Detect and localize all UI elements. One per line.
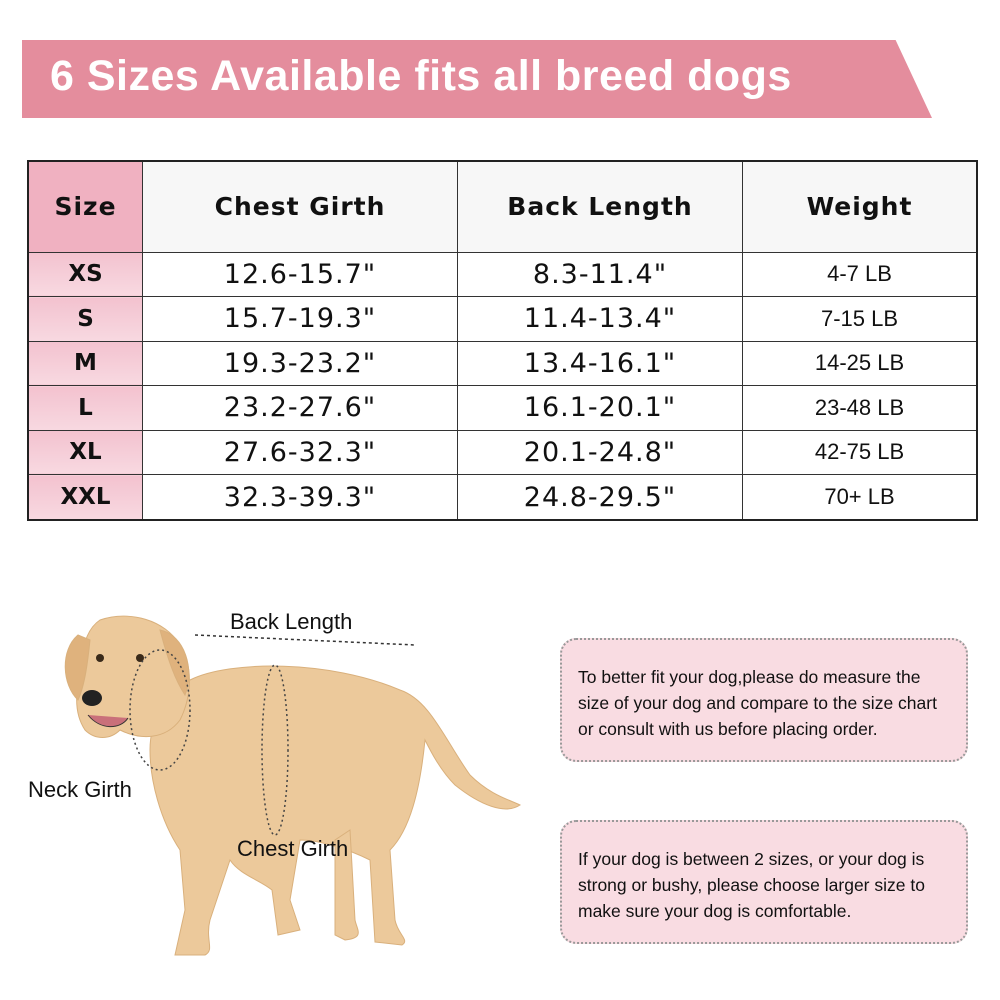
header-weight: Weight (742, 160, 978, 253)
weight-cell: 23-48 LB (742, 385, 978, 431)
size-cell: S (27, 296, 143, 342)
weight-cell: 42-75 LB (742, 429, 978, 476)
table-row: S 15.7-19.3" 11.4-13.4" 7-15 LB (27, 296, 978, 342)
weight-cell: 14-25 LB (742, 340, 978, 387)
size-cell: M (27, 340, 143, 387)
chest-girth-cell: 23.2-27.6" (142, 385, 458, 431)
title-banner: 6 Sizes Available fits all breed dogs (22, 40, 932, 118)
measure-tip-box: To better fit your dog,please do measure… (560, 638, 968, 762)
neck-girth-label: Neck Girth (28, 777, 132, 802)
size-cell: XL (27, 429, 143, 476)
table-row: XXL 32.3-39.3" 24.8-29.5" 70+ LB (27, 474, 978, 521)
weight-cell: 4-7 LB (742, 251, 978, 298)
dog-illustration (64, 615, 521, 956)
size-cell: XXL (27, 474, 143, 521)
size-chart-table: Size Chest Girth Back Length Weight XS 12… (27, 160, 978, 521)
back-length-cell: 13.4-16.1" (457, 340, 743, 387)
size-cell: L (27, 385, 143, 431)
table-row: M 19.3-23.2" 13.4-16.1" 14-25 LB (27, 340, 978, 387)
size-advice-box: If your dog is between 2 sizes, or your … (560, 820, 968, 944)
table-header-row: Size Chest Girth Back Length Weight (27, 160, 978, 253)
header-size: Size (27, 160, 143, 253)
banner-title: 6 Sizes Available fits all breed dogs (50, 52, 792, 100)
header-back-length: Back Length (457, 160, 743, 253)
back-length-label: Back Length (230, 609, 353, 634)
back-length-cell: 20.1-24.8" (457, 429, 743, 476)
back-length-cell: 8.3-11.4" (457, 251, 743, 298)
header-chest-girth: Chest Girth (142, 160, 458, 253)
chest-girth-cell: 27.6-32.3" (142, 429, 458, 476)
chest-girth-cell: 15.7-19.3" (142, 296, 458, 342)
back-length-cell: 11.4-13.4" (457, 296, 743, 342)
chest-girth-cell: 32.3-39.3" (142, 474, 458, 521)
chest-girth-cell: 12.6-15.7" (142, 251, 458, 298)
table-row: XL 27.6-32.3" 20.1-24.8" 42-75 LB (27, 429, 978, 476)
back-length-cell: 24.8-29.5" (457, 474, 743, 521)
back-length-cell: 16.1-20.1" (457, 385, 743, 431)
table-row: L 23.2-27.6" 16.1-20.1" 23-48 LB (27, 385, 978, 431)
weight-cell: 7-15 LB (742, 296, 978, 342)
chest-girth-label: Chest Girth (237, 836, 349, 861)
weight-cell: 70+ LB (742, 474, 978, 521)
table-row: XS 12.6-15.7" 8.3-11.4" 4-7 LB (27, 251, 978, 298)
chest-girth-cell: 19.3-23.2" (142, 340, 458, 387)
size-cell: XS (27, 251, 143, 298)
